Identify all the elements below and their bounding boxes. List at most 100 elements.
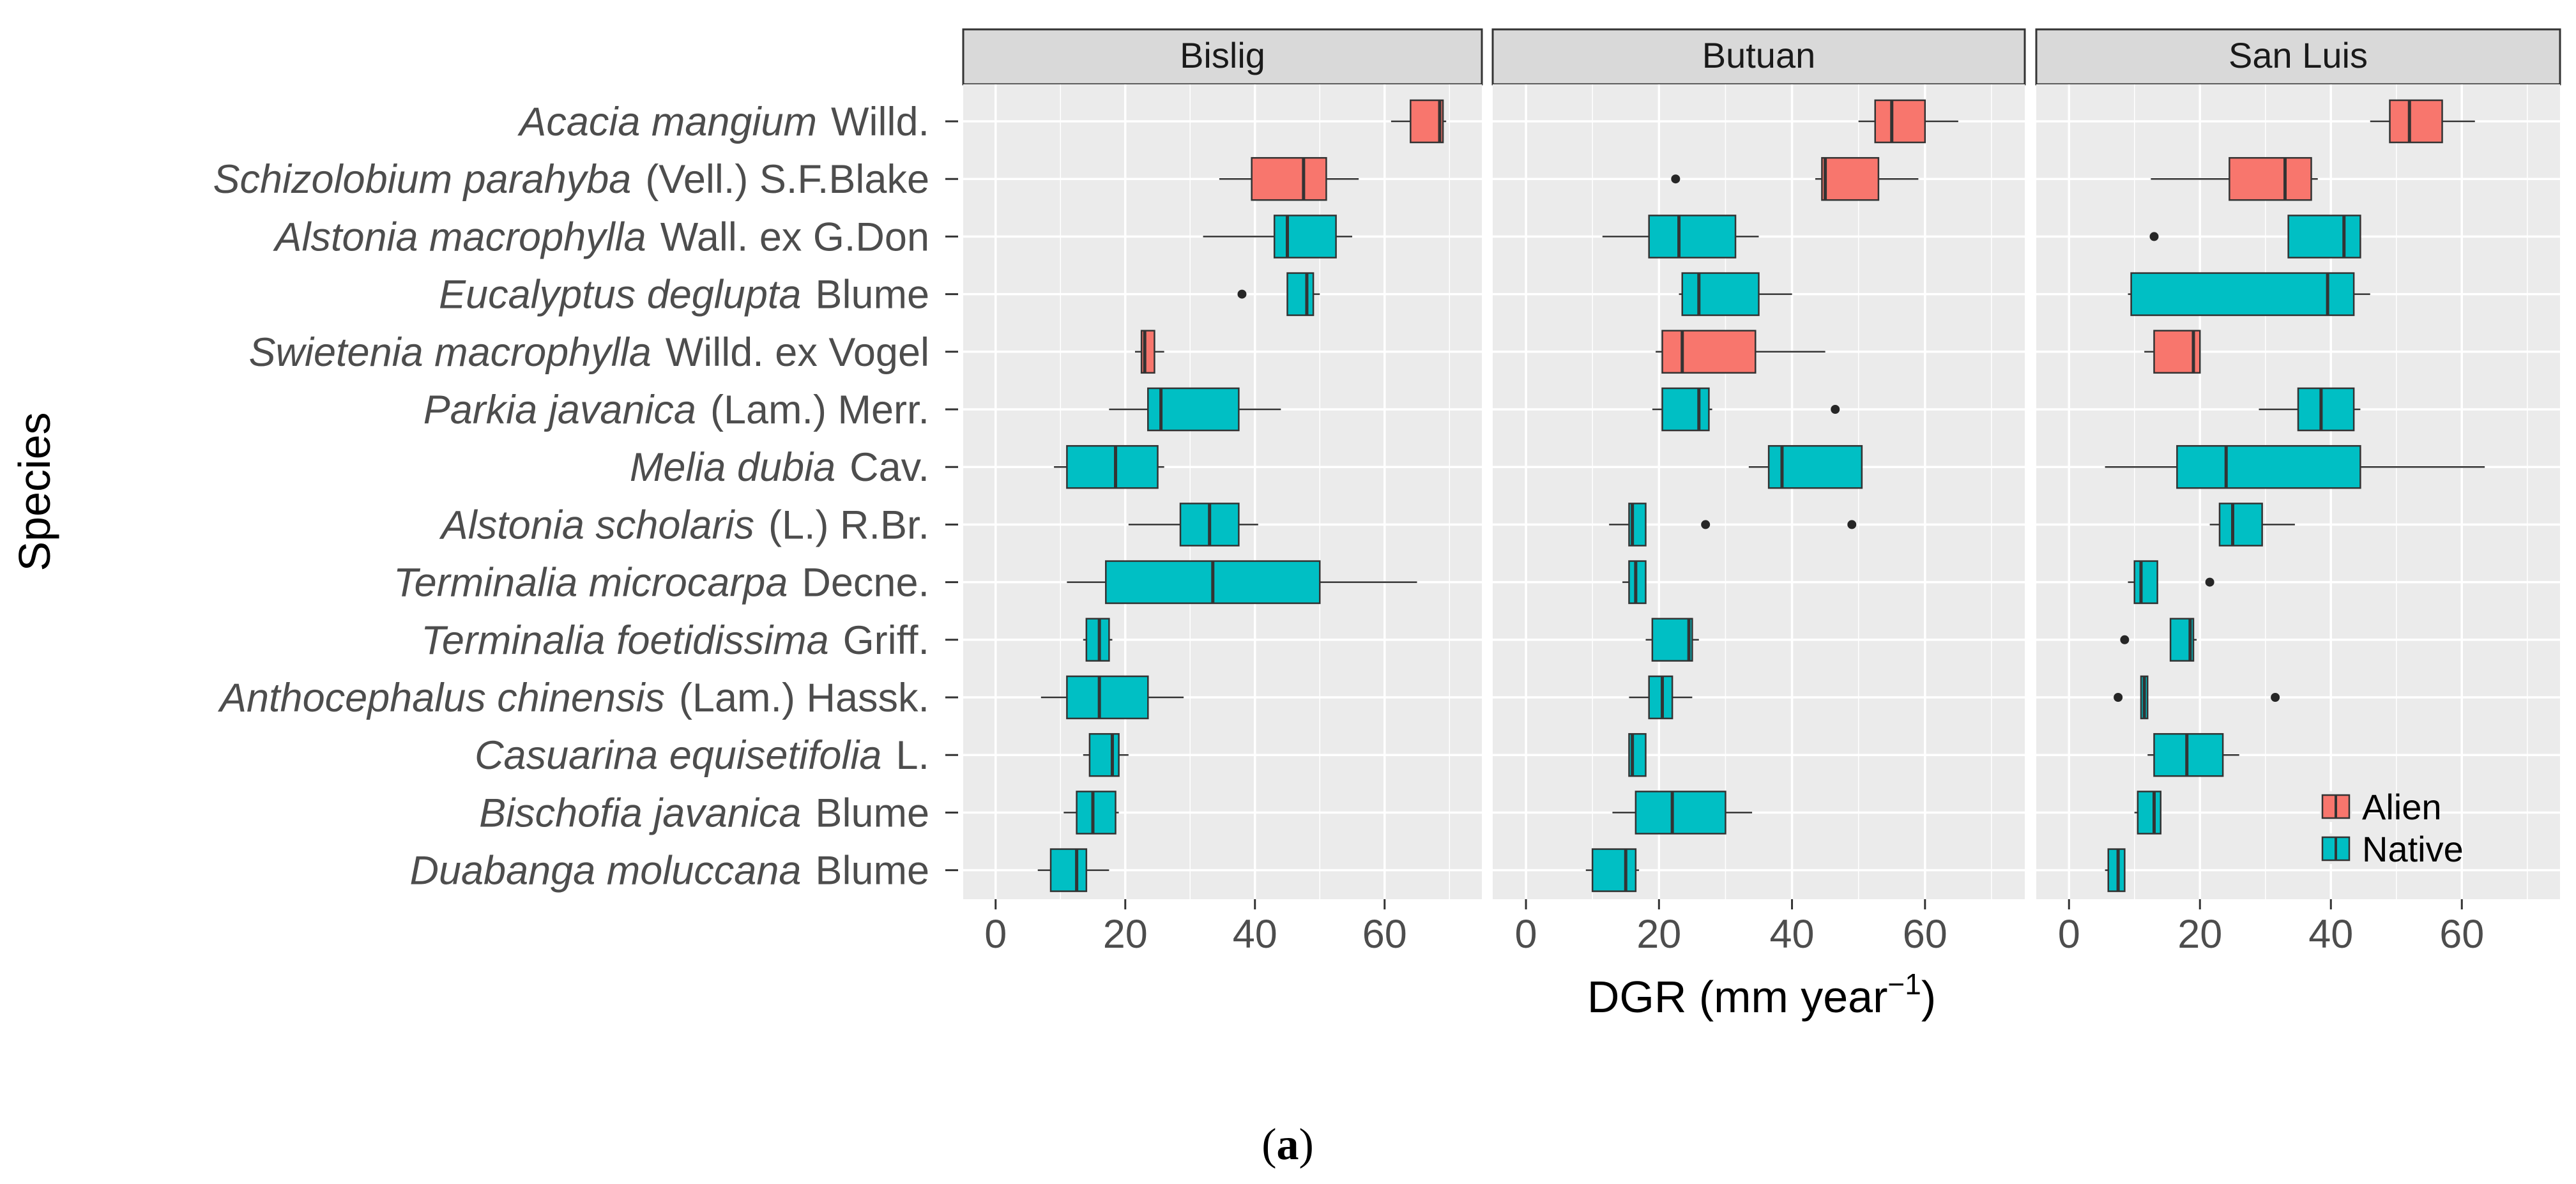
box-iqr — [2229, 156, 2312, 201]
box-iqr — [1049, 848, 1088, 892]
species-label: Terminalia microcarpa Decne. — [393, 561, 929, 605]
box-native — [1679, 272, 1792, 316]
facet-title: Butuan — [1702, 35, 1816, 75]
box-iqr — [1251, 156, 1327, 201]
species-author: (Lam.) Merr. — [710, 388, 929, 432]
outlier-point — [2271, 693, 2280, 702]
box-native — [2259, 387, 2361, 432]
species-author: (L.) R.Br. — [768, 503, 929, 547]
species-label: Melia dubia Cav. — [630, 445, 929, 490]
x-tick-label: 20 — [1636, 912, 1681, 957]
y-axis-title: Species — [10, 412, 59, 571]
box-iqr — [2130, 272, 2355, 316]
box-iqr — [1874, 99, 1926, 144]
box-alien — [2144, 330, 2201, 374]
legend-label-alien: Alien — [2362, 787, 2442, 827]
species-name: Casuarina equisetifolia — [475, 733, 881, 778]
x-tick-label: 0 — [984, 912, 1007, 957]
caption-open: ( — [1261, 1120, 1276, 1169]
outlier-point — [2205, 577, 2214, 587]
species-author: Decne. — [802, 561, 929, 605]
box-native — [1054, 444, 1164, 489]
box-iqr — [2133, 560, 2158, 604]
species-label: Casuarina equisetifolia L. — [475, 733, 929, 778]
box-iqr — [1147, 387, 1240, 432]
species-author: Blume — [815, 849, 929, 893]
box-native — [2105, 848, 2126, 892]
box-alien — [2151, 156, 2318, 201]
box-iqr — [1085, 618, 1110, 662]
facet-title: Bislig — [1180, 35, 1265, 75]
box-iqr — [1066, 444, 1159, 489]
box-iqr — [1767, 444, 1863, 489]
box-native — [2149, 215, 2361, 259]
figure-caption: (a) — [1261, 1120, 1314, 1169]
facet-panels: Bislig 0 20 40 60 Butuan 0 20 40 60 San Luis 0 20 40 6… — [962, 28, 2561, 957]
outlier-point — [1237, 289, 1247, 299]
box-iqr — [1628, 560, 1647, 604]
species-name: Anthocephalus chinensis — [217, 676, 665, 720]
box-iqr — [1273, 215, 1337, 259]
species-author: Willd. ex Vogel — [666, 330, 929, 375]
box-native — [2134, 791, 2161, 835]
panel-2: San Luis 0 20 40 60 — [2035, 28, 2561, 957]
x-tick-label: 60 — [2439, 912, 2484, 957]
x-tick-label: 40 — [1770, 912, 1815, 957]
species-author: (Vell.) S.F.Blake — [645, 157, 929, 202]
x-tick-label: 40 — [2308, 912, 2353, 957]
box-native — [1652, 387, 1840, 432]
species-author: Cav. — [850, 445, 929, 490]
box-iqr — [2153, 732, 2224, 777]
box-alien — [1671, 156, 1919, 201]
x-tick-label: 60 — [1362, 912, 1407, 957]
box-alien — [1391, 99, 1447, 144]
outlier-point — [1847, 520, 1857, 529]
box-native — [1645, 618, 1699, 662]
box-native — [2128, 560, 2214, 604]
species-name: Parkia javanica — [423, 388, 696, 432]
species-label: Parkia javanica (Lam.) Merr. — [423, 388, 929, 432]
box-native — [2209, 503, 2295, 547]
box-native — [1609, 503, 1857, 547]
box-native — [2147, 732, 2239, 777]
x-axis-title-main: DGR (mm year — [1587, 972, 1888, 1022]
box-native — [1612, 791, 1753, 835]
species-author: Wall. ex G.Don — [660, 215, 929, 259]
box-iqr — [1635, 791, 1726, 835]
box-native — [1128, 503, 1258, 547]
outlier-point — [2149, 232, 2159, 241]
box-native — [2105, 444, 2485, 489]
box-native — [1063, 791, 1119, 835]
panel-1: Butuan 0 20 40 60 — [1491, 28, 2026, 957]
x-tick-label: 20 — [2177, 912, 2222, 957]
x-axis-title-superscript: −1 — [1887, 968, 1921, 1001]
species-name: Bischofia javanica — [479, 791, 801, 835]
species-name: Alstonia macrophylla — [272, 215, 646, 259]
species-author: (Lam.) Hassk. — [679, 676, 929, 720]
species-axis-labels: Acacia mangium Willd. Schizolobium parahyb… — [213, 100, 958, 893]
box-iqr — [2176, 444, 2361, 489]
box-iqr — [1591, 848, 1637, 892]
box-iqr — [1076, 791, 1117, 835]
facet-strip — [2035, 28, 2561, 86]
panel-0: Bislig 0 20 40 60 — [962, 28, 1483, 957]
species-name: Terminalia microcarpa — [393, 561, 788, 605]
box-iqr — [1648, 675, 1673, 720]
box-alien — [1656, 330, 1825, 374]
box-iqr — [1066, 675, 1149, 720]
x-axis-title: DGR (mm year−1) — [1587, 968, 1936, 1022]
box-native — [2120, 618, 2197, 662]
species-author: Blume — [815, 791, 929, 835]
outlier-point — [1701, 520, 1711, 529]
box-native — [1585, 848, 1640, 892]
box-native — [1628, 732, 1647, 777]
box-iqr — [2287, 215, 2361, 259]
box-iqr — [1661, 387, 1710, 432]
species-label: Terminalia foetidissima Griff. — [421, 618, 929, 663]
outlier-point — [1831, 405, 1840, 414]
species-label: Alstonia macrophylla Wall. ex G.Don — [272, 215, 929, 259]
caption-close: ) — [1299, 1120, 1314, 1169]
box-alien — [1219, 156, 1359, 201]
box-iqr — [2218, 503, 2263, 547]
